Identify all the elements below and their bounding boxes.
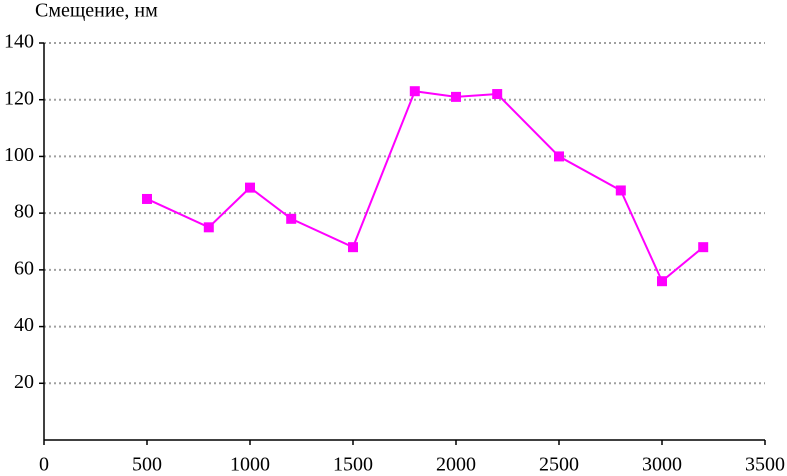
data-point: [142, 193, 152, 204]
data-point: [615, 185, 626, 196]
y-axis-label: Смещение, нм: [35, 0, 158, 22]
y-tick-label: 60: [14, 257, 34, 279]
data-point: [451, 91, 461, 102]
x-tick-label: 500: [132, 454, 162, 476]
y-tick-label: 20: [14, 371, 34, 393]
x-tick-label: 3500: [745, 454, 785, 476]
y-tick-label: 120: [4, 87, 34, 109]
data-point: [554, 151, 564, 162]
data-point: [286, 213, 297, 224]
y-tick-label: 40: [14, 314, 34, 336]
y-tick-label: 80: [14, 201, 34, 223]
data-point: [348, 242, 358, 253]
y-tick-label: 140: [4, 31, 34, 53]
x-tick-label: 3000: [642, 454, 682, 476]
data-point: [203, 222, 214, 233]
x-tick-label: 2000: [436, 454, 476, 476]
x-tick-label: 2500: [539, 454, 579, 476]
y-tick-label: 100: [4, 144, 34, 166]
data-point: [492, 89, 503, 100]
x-tick-label: 1000: [230, 454, 270, 476]
data-point: [245, 182, 255, 193]
data-point: [698, 242, 709, 253]
x-tick-label: 0: [39, 454, 49, 476]
data-point: [657, 276, 667, 287]
data-line: [146, 90, 704, 283]
data-point: [409, 86, 420, 97]
x-tick-label: 1500: [333, 454, 373, 476]
